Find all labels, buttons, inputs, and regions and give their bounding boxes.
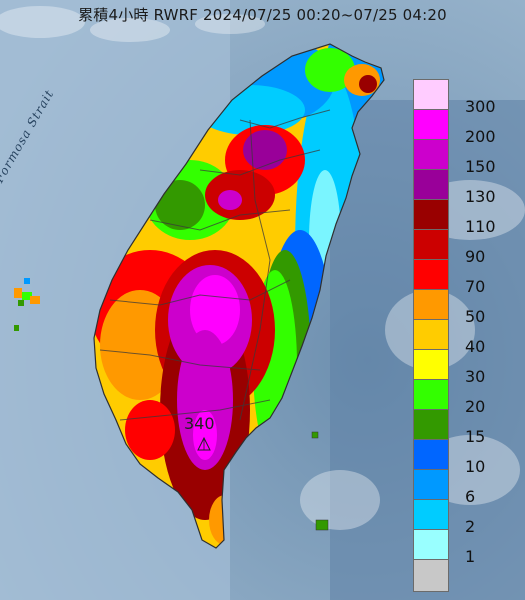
legend-swatch-15 bbox=[413, 409, 449, 442]
legend-swatch-40 bbox=[413, 319, 449, 352]
legend-label-130: 130 bbox=[465, 187, 496, 206]
legend-swatch-90 bbox=[413, 229, 449, 262]
legend-swatch-below-1 bbox=[413, 559, 449, 592]
legend-label-30: 30 bbox=[465, 367, 486, 386]
legend-swatch-1 bbox=[413, 529, 449, 562]
legend-label-10: 10 bbox=[465, 457, 486, 476]
legend-label-6: 6 bbox=[465, 487, 476, 506]
cloud-texture bbox=[0, 6, 525, 530]
penghu-islands bbox=[14, 278, 40, 331]
legend-label-1: 1 bbox=[465, 547, 476, 566]
legend-label-300: 300 bbox=[465, 97, 496, 116]
legend-swatch-300 bbox=[413, 79, 449, 112]
county-boundaries bbox=[99, 109, 331, 421]
legend-label-2: 2 bbox=[465, 517, 476, 536]
legend-swatch-200 bbox=[413, 109, 449, 142]
legend-label-200: 200 bbox=[465, 127, 496, 146]
legend-label-150: 150 bbox=[465, 157, 496, 176]
peak-value-label: 340 bbox=[184, 414, 215, 433]
legend-label-110: 110 bbox=[465, 217, 496, 236]
legend-swatch-20 bbox=[413, 379, 449, 412]
map-title: 累積4小時 RWRF 2024/07/25 00:20~07/25 04:20 bbox=[78, 6, 447, 24]
legend-swatch-2 bbox=[413, 499, 449, 532]
legend-swatch-130 bbox=[413, 169, 449, 202]
legend-swatch-70 bbox=[413, 259, 449, 292]
legend-label-15: 15 bbox=[465, 427, 486, 446]
legend-swatch-10 bbox=[413, 439, 449, 472]
legend-label-70: 70 bbox=[465, 277, 486, 296]
legend-swatch-30 bbox=[413, 349, 449, 382]
legend-swatch-6 bbox=[413, 469, 449, 502]
legend-label-40: 40 bbox=[465, 337, 486, 356]
legend-label-50: 50 bbox=[465, 307, 486, 326]
legend-label-20: 20 bbox=[465, 397, 486, 416]
legend-swatch-50 bbox=[413, 289, 449, 322]
taiwan-coastline bbox=[93, 43, 385, 549]
offshore-islands-east bbox=[311, 431, 329, 531]
legend-swatch-150 bbox=[413, 139, 449, 172]
legend-label-90: 90 bbox=[465, 247, 486, 266]
legend-swatch-110 bbox=[413, 199, 449, 232]
